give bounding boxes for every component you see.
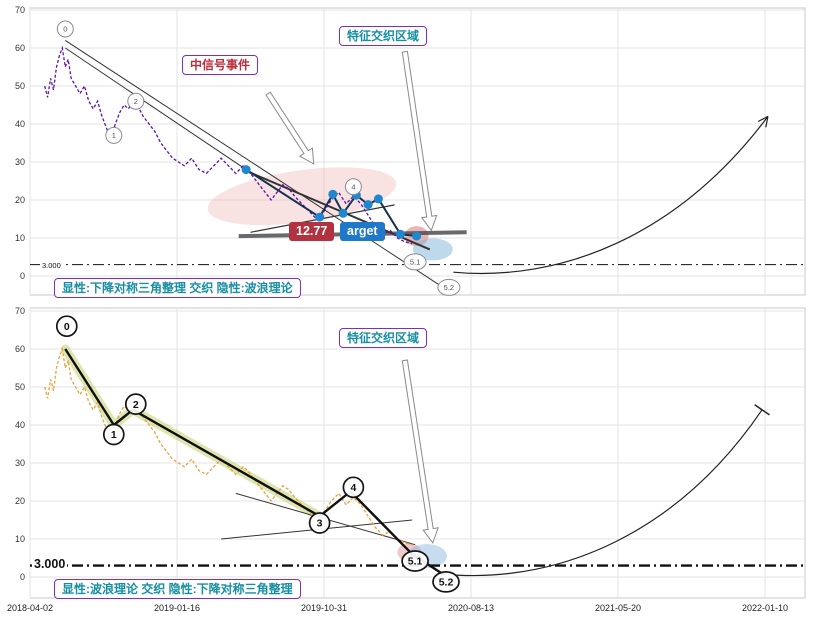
- legend-bottom: 显性:波浪理论 交织 隐性:下降对称三角整理: [54, 579, 301, 599]
- svg-text:20: 20: [15, 496, 25, 506]
- signal-event-label: 中信号事件: [182, 55, 259, 75]
- svg-text:10: 10: [15, 534, 25, 544]
- target-price-badge: 12.77: [289, 222, 335, 241]
- svg-text:40: 40: [15, 420, 25, 430]
- svg-text:0: 0: [63, 25, 67, 34]
- svg-text:2018-04-02: 2018-04-02: [7, 603, 53, 613]
- hline-label-bottom: 3.000: [32, 557, 68, 572]
- weave-zone-label-top: 特征交织区域: [339, 26, 428, 46]
- svg-text:2020-08-13: 2020-08-13: [448, 603, 494, 613]
- svg-text:5.2: 5.2: [444, 283, 454, 292]
- svg-text:2022-01-10: 2022-01-10: [742, 603, 788, 613]
- svg-text:0: 0: [64, 321, 70, 333]
- svg-text:4: 4: [350, 482, 356, 494]
- svg-text:1: 1: [111, 429, 117, 441]
- svg-text:0: 0: [20, 572, 25, 582]
- svg-text:2021-05-20: 2021-05-20: [595, 603, 641, 613]
- svg-text:70: 70: [15, 5, 25, 15]
- svg-text:70: 70: [15, 306, 25, 316]
- svg-text:2019-10-31: 2019-10-31: [301, 603, 347, 613]
- svg-text:2019-01-16: 2019-01-16: [154, 603, 200, 613]
- weave-zone-label-bottom: 特征交织区域: [339, 328, 428, 348]
- target-tag-badge: arget: [340, 222, 385, 241]
- svg-text:50: 50: [15, 382, 25, 392]
- hline-label-top: 3.000: [40, 261, 63, 271]
- svg-text:2: 2: [133, 399, 139, 411]
- svg-text:20: 20: [15, 195, 25, 205]
- svg-text:0: 0: [20, 271, 25, 281]
- svg-text:5.1: 5.1: [408, 556, 423, 568]
- svg-text:50: 50: [15, 81, 25, 91]
- svg-text:40: 40: [15, 119, 25, 129]
- svg-text:10: 10: [15, 233, 25, 243]
- svg-text:1: 1: [112, 131, 116, 140]
- svg-text:30: 30: [15, 157, 25, 167]
- svg-text:30: 30: [15, 458, 25, 468]
- svg-text:60: 60: [15, 43, 25, 53]
- svg-text:5.1: 5.1: [410, 258, 420, 267]
- legend-top: 显性:下降对称三角整理 交织 隐性:波浪理论: [54, 278, 301, 298]
- svg-text:4: 4: [351, 182, 355, 191]
- svg-text:5.2: 5.2: [439, 577, 454, 589]
- svg-text:60: 60: [15, 344, 25, 354]
- svg-text:3: 3: [317, 518, 323, 530]
- svg-text:2: 2: [134, 97, 138, 106]
